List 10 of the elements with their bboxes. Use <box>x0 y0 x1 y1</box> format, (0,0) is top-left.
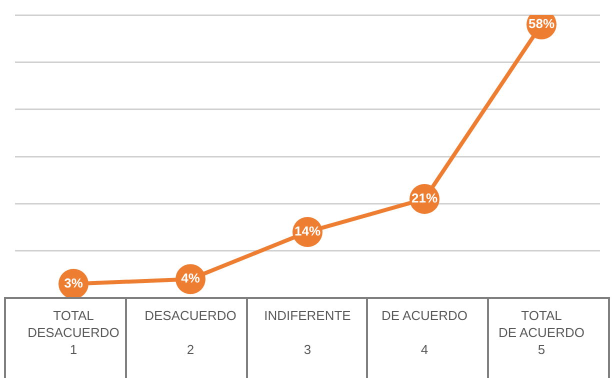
category-label: INDIFERENTE 3 <box>264 308 351 357</box>
data-label: 3% <box>64 275 84 290</box>
data-label: 14% <box>294 224 321 239</box>
x-tick-label: TOTAL DE ACUERDO 5 <box>498 308 584 357</box>
x-tick-label: TOTAL DESACUERDO 1 <box>28 308 120 357</box>
category-label: DESACUERDO 2 <box>144 308 236 357</box>
data-label: 4% <box>181 270 200 286</box>
data-label: 21% <box>411 190 438 206</box>
data-label: 58% <box>528 16 555 32</box>
category-label: DE ACUERDO 4 <box>382 308 468 357</box>
